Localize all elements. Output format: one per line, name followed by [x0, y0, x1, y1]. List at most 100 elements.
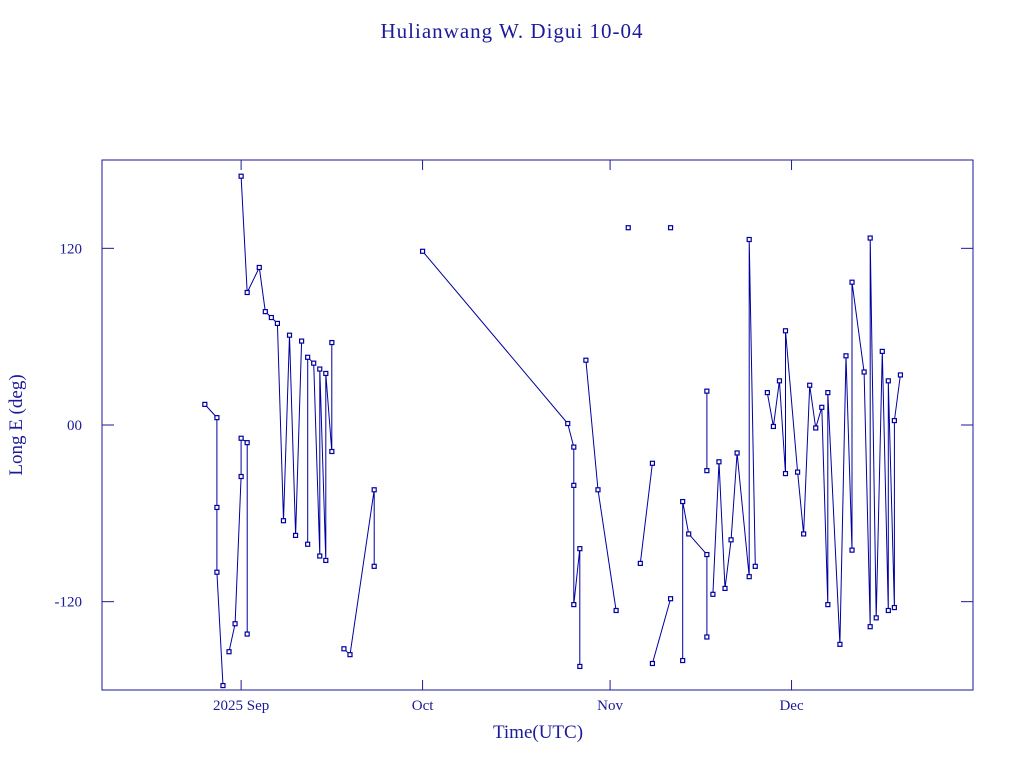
data-point — [825, 602, 831, 608]
y-tick-label: 120 — [60, 241, 83, 257]
data-point — [722, 585, 728, 592]
data-point — [317, 553, 323, 559]
track-line — [682, 501, 708, 661]
data-point — [317, 366, 323, 372]
data-point — [419, 248, 426, 254]
track-line — [585, 360, 617, 611]
data-point — [734, 450, 740, 456]
data-point — [843, 353, 849, 359]
data-point — [667, 596, 674, 602]
y-tick-label: -120 — [55, 595, 83, 611]
data-point — [613, 607, 619, 614]
data-point — [686, 531, 692, 537]
data-point — [746, 574, 752, 580]
data-point — [794, 469, 801, 475]
data-point — [897, 372, 904, 378]
data-point — [256, 264, 262, 271]
data-point — [341, 646, 347, 652]
data-point — [625, 225, 631, 231]
data-point — [268, 314, 274, 321]
data-point — [825, 390, 831, 396]
data-point — [849, 279, 855, 285]
data-point — [323, 557, 329, 564]
data-point — [873, 615, 879, 621]
data-point — [244, 440, 250, 446]
data-point — [214, 415, 220, 421]
y-axis-label: Long E (deg) — [6, 374, 27, 475]
track-line — [422, 250, 581, 667]
data-point — [649, 460, 656, 466]
track-line — [712, 239, 756, 595]
data-point — [595, 487, 601, 493]
data-point — [214, 569, 220, 575]
data-point — [680, 498, 686, 505]
data-point — [571, 444, 577, 450]
data-point — [305, 541, 311, 547]
y-tick-label: 00 — [67, 418, 82, 434]
data-point — [329, 339, 335, 346]
data-point — [704, 551, 710, 558]
plot-area — [202, 173, 904, 689]
data-point — [819, 404, 825, 410]
data-point — [214, 504, 220, 511]
data-point — [891, 604, 897, 611]
data-point — [244, 631, 250, 637]
data-point — [680, 657, 686, 664]
data-point — [704, 634, 710, 640]
data-point — [274, 320, 281, 327]
data-point — [292, 532, 299, 539]
data-point — [764, 390, 770, 396]
data-point — [232, 621, 238, 627]
data-point — [782, 328, 789, 334]
data-point — [286, 332, 293, 338]
data-point — [770, 423, 776, 430]
data-point — [323, 370, 329, 377]
x-tick-label: Oct — [412, 698, 434, 714]
data-point — [752, 563, 758, 569]
data-point — [867, 235, 873, 241]
data-point — [571, 482, 577, 488]
data-point — [861, 369, 867, 375]
data-point — [704, 468, 710, 474]
data-point — [710, 591, 716, 597]
data-point — [879, 348, 885, 354]
x-tick-label: Dec — [779, 698, 803, 714]
data-point — [565, 420, 571, 427]
data-point — [577, 546, 583, 552]
x-tick-label: Nov — [597, 698, 623, 714]
data-point — [813, 425, 819, 431]
data-point — [311, 360, 317, 366]
data-point — [807, 382, 813, 388]
data-point — [637, 560, 643, 566]
data-point — [746, 236, 752, 243]
x-axis-label: Time(UTC) — [493, 722, 583, 743]
data-point — [776, 378, 783, 384]
data-point — [371, 487, 377, 493]
data-point — [202, 401, 208, 407]
track-line — [204, 404, 224, 686]
data-point — [220, 682, 226, 689]
data-point — [704, 388, 710, 394]
data-point — [649, 660, 656, 667]
data-point — [885, 378, 891, 384]
track-line — [639, 463, 653, 564]
data-point — [837, 641, 843, 647]
data-point — [238, 435, 244, 441]
data-point — [280, 518, 287, 524]
data-point — [244, 289, 250, 296]
data-point — [238, 473, 244, 480]
track-line — [343, 489, 375, 656]
plot-frame — [101, 159, 974, 691]
chart-title: Hulianwang W. Digui 10-04 — [381, 19, 644, 43]
x-tick-label: 2025 Sep — [213, 698, 269, 714]
track-line — [766, 237, 901, 645]
data-point — [667, 225, 674, 231]
track-line — [240, 176, 303, 536]
data-point — [571, 602, 577, 608]
data-point — [577, 663, 583, 670]
data-point — [371, 563, 377, 569]
track-line — [651, 598, 672, 664]
data-point — [716, 459, 722, 465]
data-point — [867, 624, 873, 630]
